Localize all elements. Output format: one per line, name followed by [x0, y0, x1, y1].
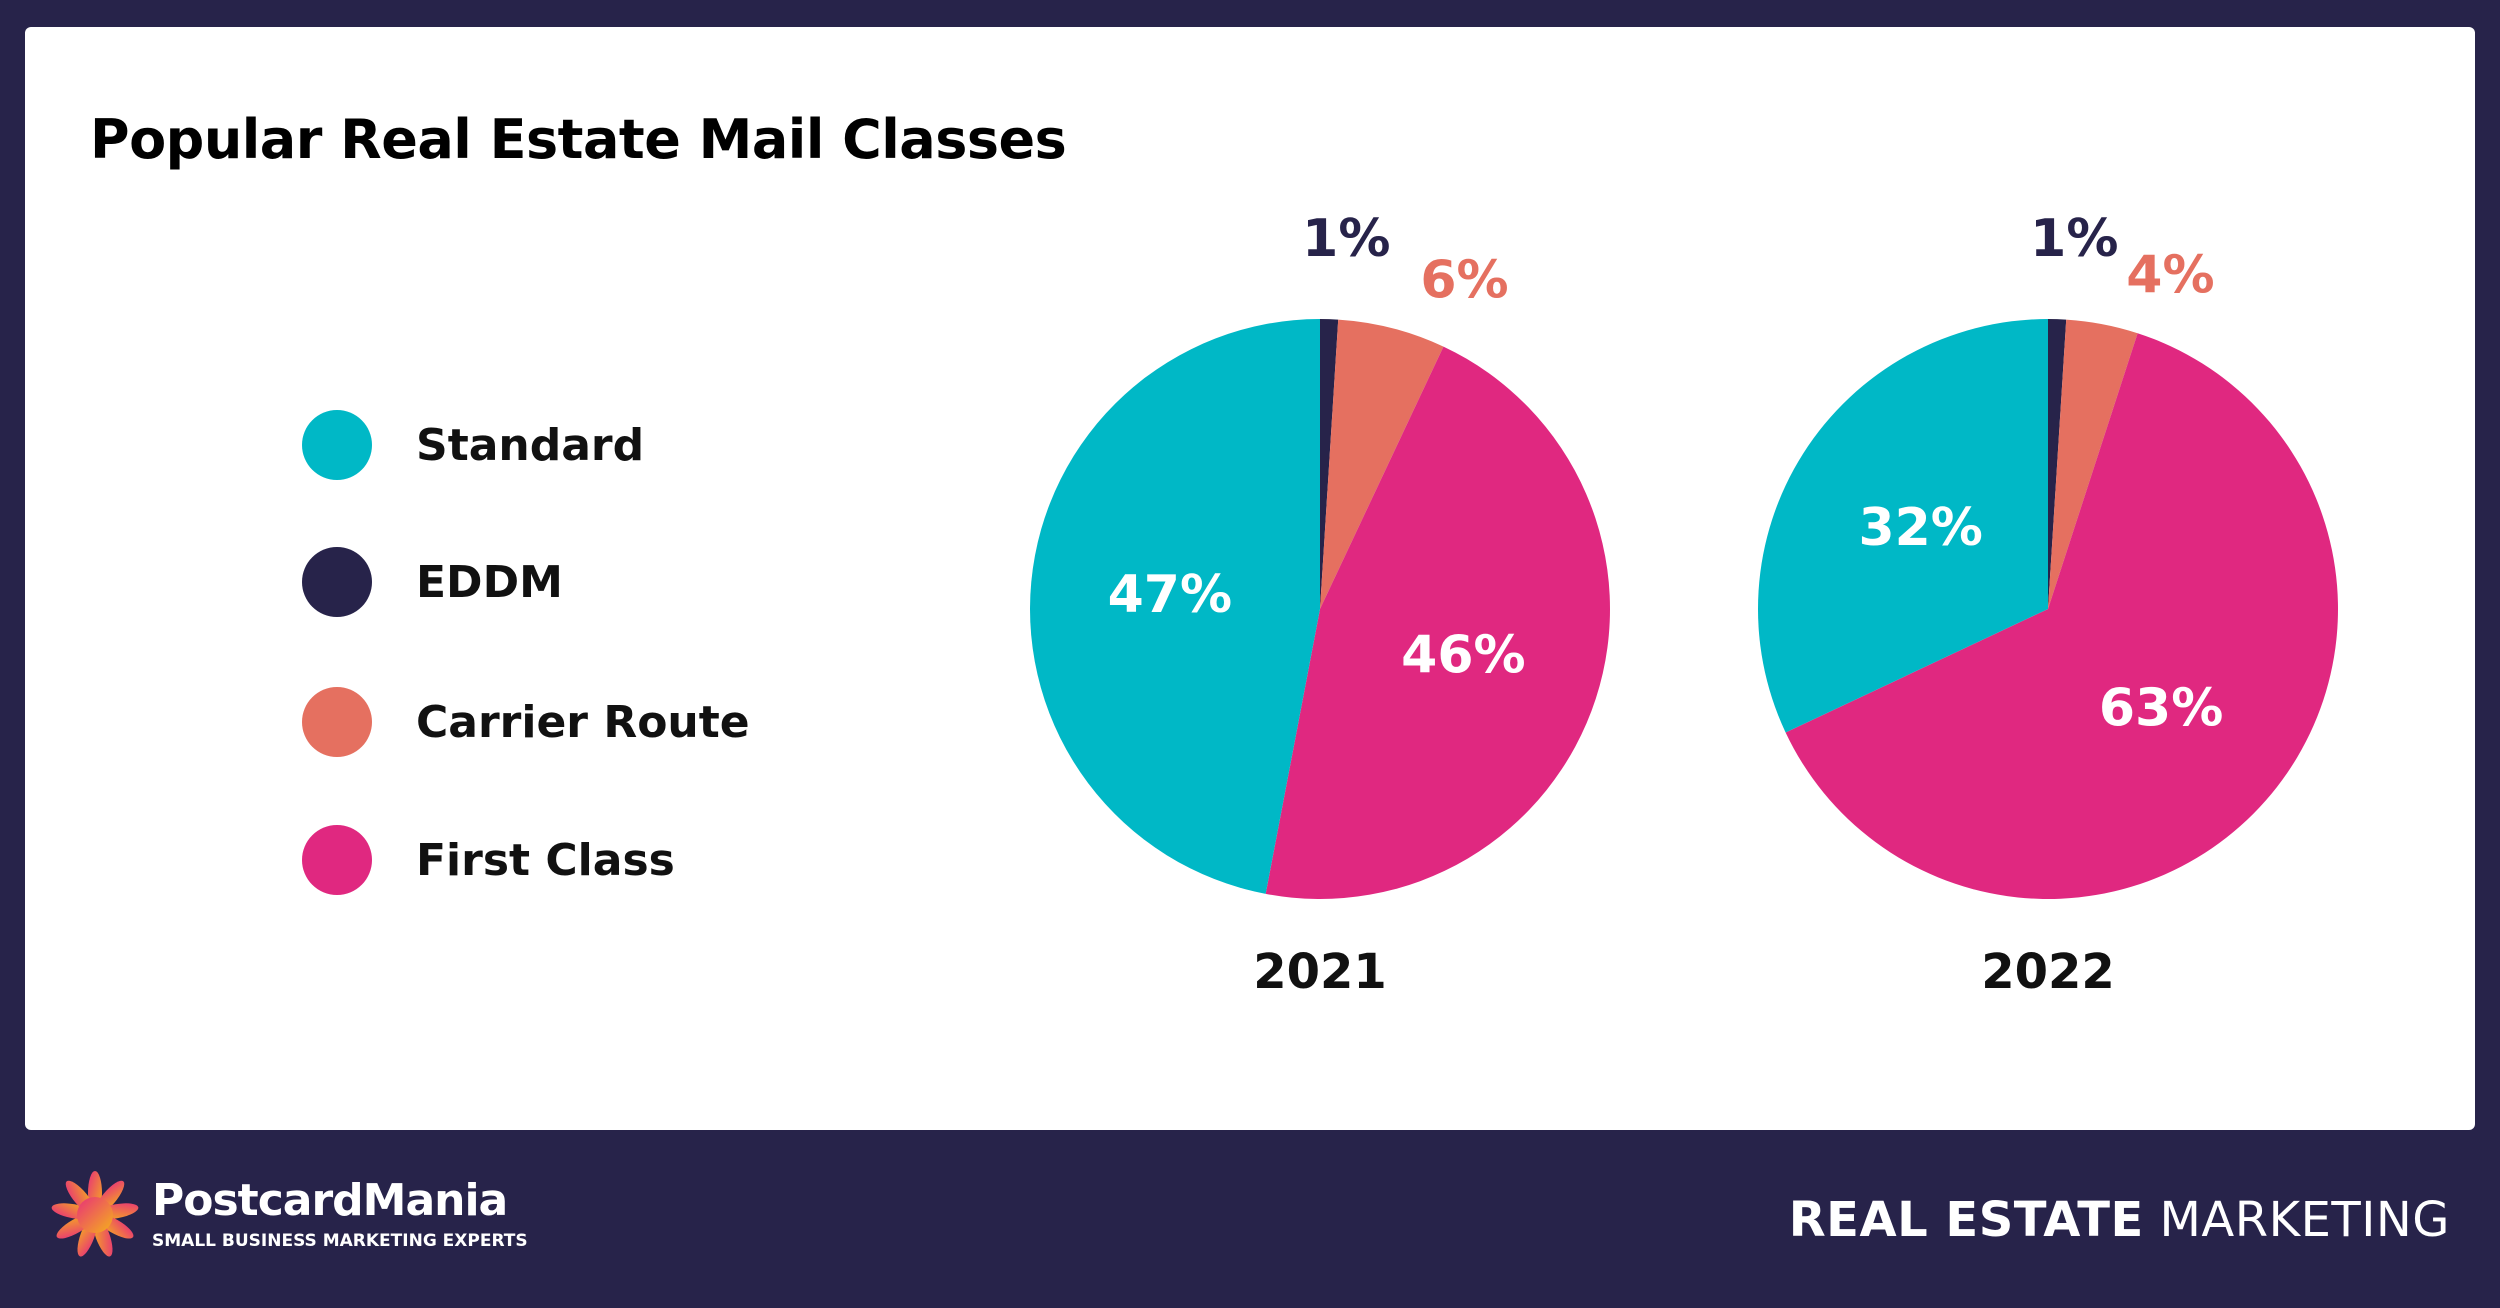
legend-swatch-carrier-route [302, 687, 372, 757]
data-label: 46% [1401, 626, 1525, 686]
legend-label: First Class [416, 834, 675, 886]
pie-slice-standard [1758, 319, 2048, 733]
flower-logo-icon [51, 1171, 139, 1257]
data-label: 32% [1858, 498, 1982, 558]
data-label: 1% [1302, 209, 1390, 269]
legend-swatch-first-class [302, 825, 372, 895]
pie-slice-first-class [1265, 346, 1610, 899]
pie-slice-first-class [1785, 333, 2339, 899]
legend-label: EDDM [416, 556, 563, 608]
legend-item-standard: Standard [302, 410, 644, 480]
postcardmania-logo: PostcardMania SMALL BUSINESS MARKETING E… [50, 1170, 528, 1260]
pie-slice-eddm [2048, 319, 2067, 609]
brand-tagline: SMALL BUSINESS MARKETING EXPERTS [152, 1231, 528, 1251]
data-label: 6% [1420, 250, 1508, 310]
legend-swatch-standard [302, 410, 372, 480]
legend-item-eddm: EDDM [302, 547, 563, 617]
data-label: 4% [2126, 245, 2214, 305]
legend-item-carrier-route: Carrier Route [302, 687, 750, 757]
legend-item-first-class: First Class [302, 825, 675, 895]
pie-slice-carrier-route [1320, 319, 1444, 609]
footer-tag-regular: MARKETING [2143, 1192, 2450, 1248]
footer-tag-bold: REAL ESTATE [1788, 1192, 2144, 1248]
data-label: 47% [1108, 565, 1232, 625]
pie-slice-standard [1030, 319, 1320, 894]
pie-year-label: 2022 [1981, 944, 2115, 1000]
pie-slice-carrier-route [2048, 319, 2138, 609]
data-label: 1% [2030, 209, 2118, 269]
chart-title: Popular Real Estate Mail Classes [90, 108, 1067, 171]
pie-year-label: 2021 [1253, 944, 1387, 1000]
legend-label: Carrier Route [416, 696, 750, 748]
data-label: 63% [2099, 679, 2223, 739]
footer-tag: REAL ESTATE MARKETING [1789, 1192, 2450, 1248]
legend-swatch-eddm [302, 547, 372, 617]
pie-slice-eddm [1320, 319, 1339, 609]
legend-label: Standard [416, 419, 645, 471]
brand-name: PostcardMania [152, 1175, 508, 1226]
